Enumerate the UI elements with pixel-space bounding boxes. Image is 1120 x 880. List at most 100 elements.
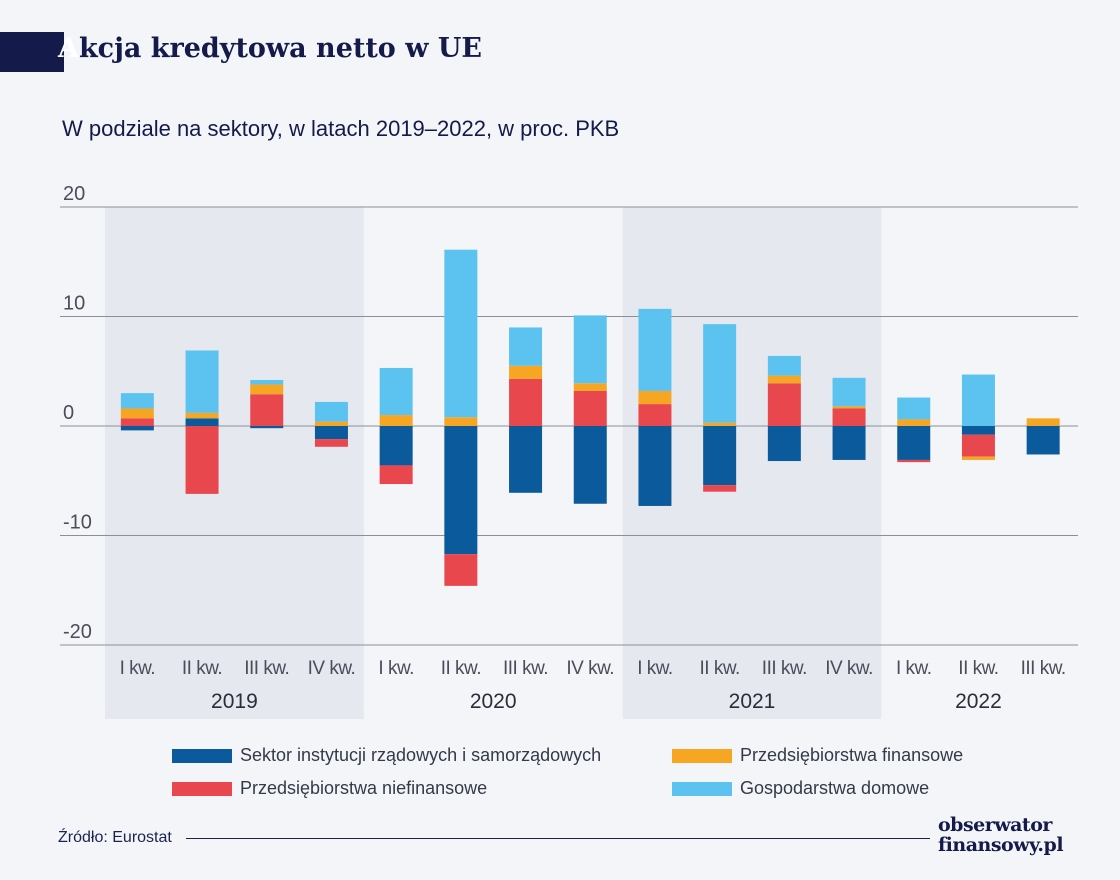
bar-segment-s2-c11 [832, 406, 866, 409]
legend-swatch-nonfinancial [172, 781, 232, 796]
x-tick-label: I kw. [378, 658, 414, 679]
bar-segment-s0-c3 [314, 426, 348, 440]
bar-segment-s1-c10 [767, 383, 801, 426]
bar-segment-s1-c13 [961, 434, 995, 457]
bar-segment-s3-c0 [120, 393, 154, 409]
bar-segment-s3-c4 [379, 367, 413, 416]
bar-segment-s0-c0 [120, 426, 154, 431]
y-tick-label: 10 [63, 293, 85, 315]
bar-segment-s1-c2 [250, 394, 284, 426]
legend-item-nonfinancial: Przedsiębiorstwa niefinansowe [172, 778, 487, 799]
year-band-2019 [105, 207, 364, 719]
bar-segment-s1-c9 [703, 485, 737, 492]
legend-item-government: Sektor instytucji rządowych i samorządow… [172, 745, 601, 766]
legend-label-households: Gospodarstwa domowe [740, 778, 930, 798]
x-tick-label: II kw. [182, 658, 222, 679]
bar-segment-s2-c0 [120, 408, 154, 419]
bar-segment-s2-c12 [897, 419, 931, 426]
legend-label-financial: Przedsiębiorstwa finansowe [740, 745, 964, 765]
bar-segment-s0-c9 [703, 426, 737, 486]
bar-segment-s0-c10 [767, 426, 801, 462]
legend-item-households: Gospodarstwa domowe [672, 778, 929, 799]
legend-swatch-government [172, 748, 232, 763]
bar-segment-s2-c4 [379, 415, 413, 426]
bar-segment-s2-c3 [314, 421, 348, 426]
bar-segment-s2-c13 [961, 456, 995, 460]
bar-segment-s3-c8 [638, 308, 672, 391]
year-label-2021: 2021 [729, 690, 776, 713]
bar-segment-s3-c11 [832, 377, 866, 407]
bar-segment-s1-c5 [444, 554, 478, 586]
bar-segment-s2-c9 [703, 422, 737, 426]
legend-swatch-households [672, 781, 732, 796]
bar-segment-s0-c2 [250, 426, 284, 429]
chart-subtitle: W podziale na sektory, w latach 2019–202… [62, 116, 620, 141]
x-tick-label: I kw. [637, 658, 673, 679]
x-tick-label: IV kw. [566, 658, 614, 679]
bar-segment-s2-c5 [444, 417, 478, 426]
bar-segment-s2-c6 [509, 365, 543, 379]
bar-segment-s0-c13 [961, 426, 995, 435]
legend-swatch-financial [672, 748, 732, 763]
x-tick-label: III kw. [762, 658, 807, 679]
year-label-2022: 2022 [955, 690, 1002, 713]
year-label-2019: 2019 [211, 690, 258, 713]
bar-segment-s0-c4 [379, 426, 413, 466]
legend-item-financial: Przedsiębiorstwa finansowe [672, 745, 963, 766]
bar-segment-s1-c6 [509, 378, 543, 426]
bar-segment-s0-c5 [444, 426, 478, 555]
x-tick-label: II kw. [700, 658, 740, 679]
bar-segment-s3-c9 [703, 324, 737, 423]
bar-segment-s0-c8 [638, 426, 672, 506]
logo-line-2: finansowy.pl [938, 834, 1064, 856]
x-tick-label: I kw. [120, 658, 156, 679]
source-note: Źródło: Eurostat [58, 829, 172, 846]
bar-segment-s3-c6 [509, 327, 543, 366]
bar-segment-s1-c8 [638, 404, 672, 426]
bar-segment-s1-c0 [120, 418, 154, 426]
bar-segment-s3-c10 [767, 355, 801, 376]
bar-segment-s0-c1 [185, 418, 219, 426]
x-tick-label: IV kw. [308, 658, 356, 679]
bar-segment-s1-c3 [314, 439, 348, 447]
bar-segment-s1-c1 [185, 426, 219, 494]
x-tick-label: III kw. [503, 658, 548, 679]
bar-segment-s0-c7 [573, 426, 607, 504]
bar-segment-s2-c7 [573, 383, 607, 391]
bar-segment-s0-c12 [897, 426, 931, 460]
bar-segment-s3-c5 [444, 249, 478, 418]
bar-segment-s2-c10 [767, 375, 801, 384]
bar-segment-s3-c2 [250, 380, 284, 385]
bar-segment-s3-c3 [314, 401, 348, 422]
year-label-2020: 2020 [470, 690, 517, 713]
y-tick-label: -10 [63, 512, 92, 534]
bar-segment-s2-c2 [250, 384, 284, 395]
y-tick-label: -20 [63, 621, 92, 643]
bar-segment-s0-c11 [832, 426, 866, 460]
bar-segment-s3-c1 [185, 350, 219, 413]
bar-segment-s1-c4 [379, 465, 413, 485]
chart-title: Akcja kredytowa netto w UE [58, 33, 482, 64]
bar-segment-s3-c7 [573, 315, 607, 384]
bar-segment-s1-c7 [573, 390, 607, 426]
bar-segment-s0-c14 [1026, 426, 1060, 455]
bar-segment-s0-c6 [509, 426, 543, 493]
x-tick-label: II kw. [441, 658, 481, 679]
y-tick-label: 0 [63, 402, 74, 424]
footer-divider [186, 838, 930, 839]
bar-segment-s3-c12 [897, 397, 931, 420]
legend-label-nonfinancial: Przedsiębiorstwa niefinansowe [240, 778, 488, 798]
x-tick-label: IV kw. [825, 658, 873, 679]
bar-segment-s1-c11 [832, 408, 866, 426]
title-accent-bar [0, 32, 64, 72]
publisher-logo: obserwator finansowy.pl [938, 815, 1078, 855]
bar-segment-s2-c8 [638, 390, 672, 405]
bar-segment-s2-c14 [1026, 418, 1060, 426]
bar-segment-s3-c13 [961, 374, 995, 426]
x-tick-label: I kw. [896, 658, 932, 679]
bar-segment-s1-c12 [897, 459, 931, 463]
bar-segment-s2-c1 [185, 412, 219, 419]
y-tick-label: 20 [63, 183, 85, 205]
title-first-letter: A [58, 33, 79, 64]
